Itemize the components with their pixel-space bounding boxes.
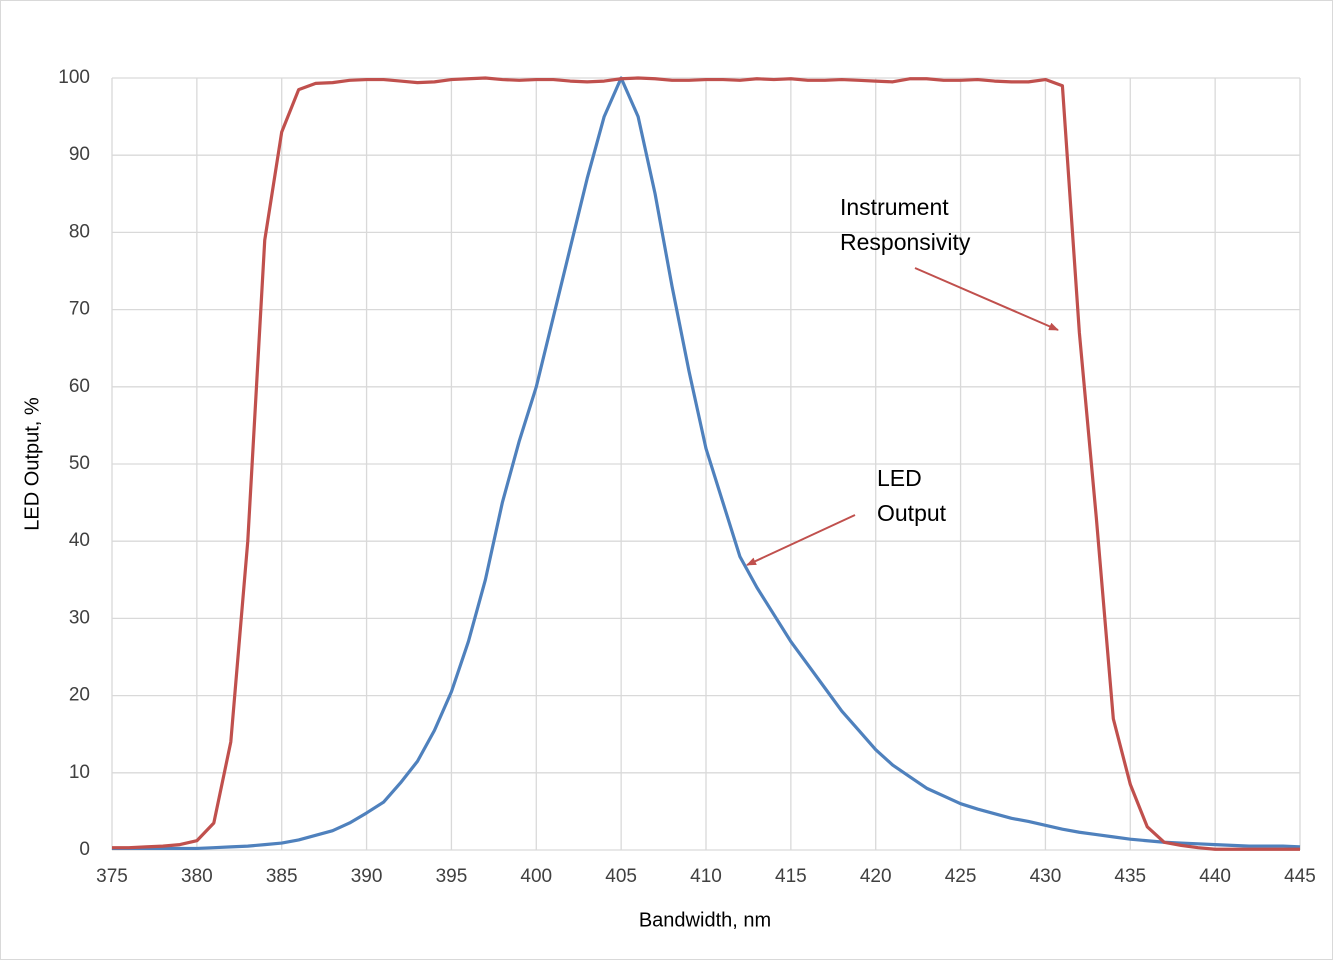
y-tick-label: 20 [69, 685, 90, 706]
x-tick-label: 445 [1284, 866, 1316, 887]
annotation: Output [877, 500, 947, 526]
y-tick-label: 70 [69, 299, 90, 320]
x-tick-label: 425 [945, 866, 977, 887]
x-tick-label: 430 [1030, 866, 1062, 887]
annotation: Responsivity [840, 229, 971, 255]
x-tick-label: 395 [436, 866, 468, 887]
annotation: LED [877, 465, 922, 491]
y-tick-label: 10 [69, 762, 90, 783]
data-line [112, 76, 1301, 851]
y-tick-label: 60 [69, 376, 90, 397]
x-tick-label: 390 [351, 866, 383, 887]
x-tick-label: 420 [860, 866, 892, 887]
y-axis-label: LED Output, % [21, 397, 43, 531]
y-tick-label: 30 [69, 607, 90, 628]
annotation-arrow [914, 267, 1059, 331]
x-tick-label: 375 [96, 866, 128, 887]
x-tick-label: 400 [520, 866, 552, 887]
y-tick-label: 50 [69, 453, 90, 474]
data-line [112, 76, 1300, 851]
x-tick-label: 435 [1114, 866, 1146, 887]
x-axis-label: Bandwidth, nm [639, 909, 771, 931]
annotation: Instrument [840, 194, 949, 220]
x-tick-label: 410 [690, 866, 722, 887]
y-tick-label: 80 [69, 221, 90, 242]
x-tick-label: 405 [605, 866, 637, 887]
x-tick-label: 415 [775, 866, 807, 887]
annotation-arrow [746, 514, 856, 566]
y-tick-label: 100 [58, 67, 90, 88]
x-tick-label: 385 [266, 866, 298, 887]
x-tick-label: 380 [181, 866, 213, 887]
x-tick-label: 440 [1199, 866, 1231, 887]
y-tick-label: 40 [69, 530, 90, 551]
y-tick-label: 90 [69, 144, 90, 165]
y-tick-label: 0 [79, 839, 90, 860]
